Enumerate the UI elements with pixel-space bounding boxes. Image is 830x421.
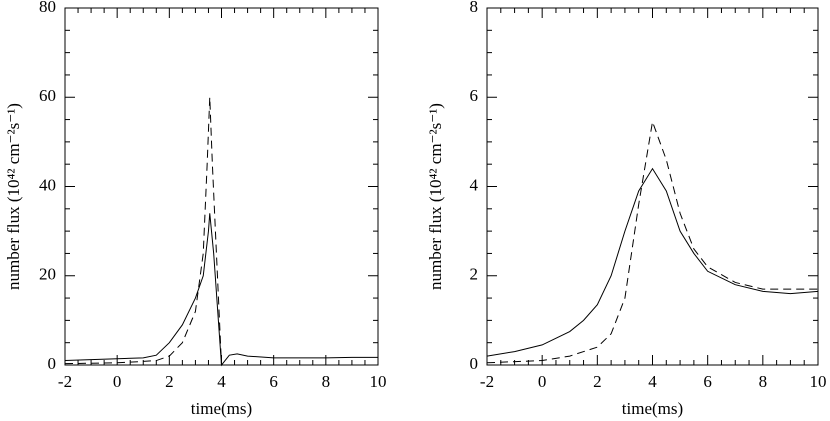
y-tick-label: 80 xyxy=(39,0,56,16)
y-axis-label: number flux (10⁴² cm⁻²s⁻¹) xyxy=(4,103,23,290)
y-axis-label: number flux (10⁴² cm⁻²s⁻¹) xyxy=(426,103,445,290)
y-tick-label: 60 xyxy=(39,86,56,105)
x-tick-label: 4 xyxy=(648,372,657,391)
x-tick-label: -2 xyxy=(58,372,72,391)
x-axis-label: time(ms) xyxy=(191,399,252,418)
y-tick-label: 20 xyxy=(39,265,56,284)
plot-frame xyxy=(64,7,379,366)
y-tick-label: 4 xyxy=(470,175,479,194)
x-tick-label: 0 xyxy=(538,372,547,391)
x-tick-label: 0 xyxy=(113,372,122,391)
data-line xyxy=(486,167,819,357)
x-tick-label: 6 xyxy=(703,372,712,391)
x-tick-label: 8 xyxy=(759,372,768,391)
x-tick-label: 10 xyxy=(810,372,827,391)
x-tick-label: 8 xyxy=(322,372,331,391)
x-tick-label: 4 xyxy=(217,372,226,391)
x-tick-label: -2 xyxy=(480,372,494,391)
x-axis-label: time(ms) xyxy=(622,399,683,418)
x-tick-label: 2 xyxy=(593,372,602,391)
data-line xyxy=(64,213,378,367)
x-tick-label: 10 xyxy=(370,372,387,391)
y-tick-label: 2 xyxy=(470,265,479,284)
data-line xyxy=(64,97,222,366)
y-tick-label: 6 xyxy=(470,86,479,105)
y-tick-label: 0 xyxy=(470,354,479,373)
data-line xyxy=(486,119,818,364)
x-tick-label: 6 xyxy=(269,372,278,391)
x-tick-label: 2 xyxy=(165,372,174,391)
plot-frame xyxy=(486,7,819,366)
y-tick-label: 8 xyxy=(470,0,479,16)
y-tick-label: 0 xyxy=(48,354,57,373)
y-tick-label: 40 xyxy=(39,175,56,194)
